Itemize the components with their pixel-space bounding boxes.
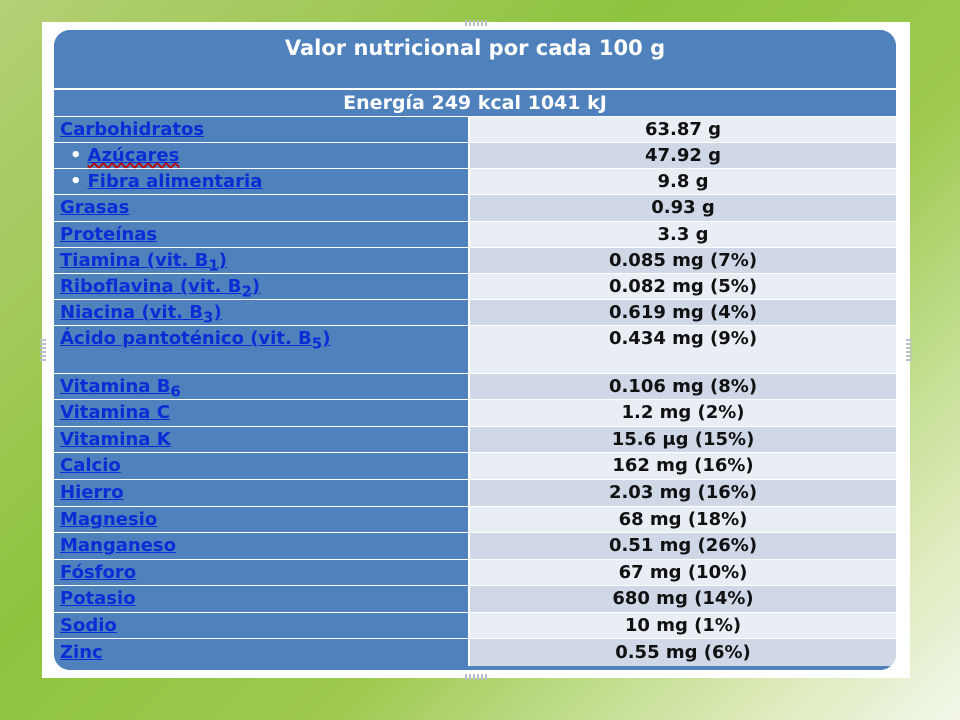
table-row: Potasio 680 mg (14%)	[54, 585, 896, 612]
bullet-icon: •	[70, 145, 82, 166]
nutrient-link-grasas[interactable]: Grasas	[54, 195, 470, 221]
table-bottom-border	[54, 666, 896, 670]
table-row: Vitamina C 1.2 mg (2%)	[54, 399, 896, 426]
nutrient-link-azucares[interactable]: • Azúcares	[54, 143, 470, 168]
nutrient-value: 47.92 g	[470, 143, 896, 168]
nutrition-table: Valor nutricional por cada 100 g Energía…	[54, 30, 896, 670]
nutrient-link-tiamina[interactable]: Tiamina (vit. B1)	[54, 248, 470, 275]
nutrient-link-potasio[interactable]: Potasio	[54, 586, 470, 612]
table-row: Proteínas 3.3 g	[54, 221, 896, 247]
table-row: Riboflavina (vit. B2) 0.082 mg (5%)	[54, 273, 896, 301]
resize-handle-right[interactable]	[906, 339, 912, 361]
slide-frame: Valor nutricional por cada 100 g Energía…	[40, 20, 912, 680]
nutrient-value: 0.55 mg (6%)	[470, 639, 896, 666]
nutrient-value: 10 mg (1%)	[470, 613, 896, 638]
nutrient-link-sodio[interactable]: Sodio	[54, 613, 470, 638]
nutrient-link-fosforo[interactable]: Fósforo	[54, 560, 470, 585]
table-row: Vitamina K 15.6 μg (15%)	[54, 426, 896, 452]
nutrient-value: 67 mg (10%)	[470, 560, 896, 585]
nutrient-value: 63.87 g	[470, 117, 896, 142]
nutrient-link-magnesio[interactable]: Magnesio	[54, 507, 470, 532]
nutrient-link-riboflavina[interactable]: Riboflavina (vit. B2)	[54, 274, 470, 301]
nutrient-link-hierro[interactable]: Hierro	[54, 480, 470, 506]
nutrient-value: 68 mg (18%)	[470, 507, 896, 532]
nutrient-value: 1.2 mg (2%)	[470, 400, 896, 426]
nutrient-value: 15.6 μg (15%)	[470, 427, 896, 452]
table-row: Sodio 10 mg (1%)	[54, 612, 896, 638]
table-row: Ácido pantoténico (vit. B5) 0.434 mg (9%…	[54, 325, 896, 373]
table-row: Magnesio 68 mg (18%)	[54, 506, 896, 532]
nutrient-value: 162 mg (16%)	[470, 453, 896, 479]
nutrient-value: 0.085 mg (7%)	[470, 248, 896, 273]
nutrient-link-fibra[interactable]: • Fibra alimentaria	[54, 169, 470, 194]
table-row: Grasas 0.93 g	[54, 194, 896, 221]
table-row: Hierro 2.03 mg (16%)	[54, 479, 896, 506]
table-row: Niacina (vit. B3) 0.619 mg (4%)	[54, 299, 896, 327]
table-row: Zinc 0.55 mg (6%)	[54, 638, 896, 666]
table-row: Tiamina (vit. B1) 0.085 mg (7%)	[54, 247, 896, 275]
nutrient-value: 680 mg (14%)	[470, 586, 896, 612]
nutrient-link-zinc[interactable]: Zinc	[54, 639, 470, 666]
resize-handle-bottom[interactable]	[465, 674, 487, 680]
table-row: Carbohidratos 63.87 g	[54, 116, 896, 142]
nutrient-value: 0.434 mg (9%)	[470, 326, 896, 373]
table-row: • Azúcares 47.92 g	[54, 142, 896, 168]
table-row: • Fibra alimentaria 9.8 g	[54, 168, 896, 194]
table-row: Manganeso 0.51 mg (26%)	[54, 532, 896, 559]
nutrient-link-acido-pantotenico[interactable]: Ácido pantoténico (vit. B5)	[54, 326, 470, 373]
energy-row: Energía 249 kcal 1041 kJ	[54, 88, 896, 116]
nutrient-link-manganeso[interactable]: Manganeso	[54, 533, 470, 559]
table-title: Valor nutricional por cada 100 g	[54, 30, 896, 88]
nutrient-value: 0.106 mg (8%)	[470, 374, 896, 399]
resize-handle-left[interactable]	[40, 339, 46, 361]
table-row: Calcio 162 mg (16%)	[54, 452, 896, 479]
nutrient-value: 0.619 mg (4%)	[470, 300, 896, 325]
nutrient-value: 0.93 g	[470, 195, 896, 221]
nutrient-link-vitamina-c[interactable]: Vitamina C	[54, 400, 470, 426]
nutrient-value: 9.8 g	[470, 169, 896, 194]
nutrient-link-vitamina-b6[interactable]: Vitamina B6	[54, 374, 470, 401]
nutrient-value: 3.3 g	[470, 222, 896, 247]
table-row: Fósforo 67 mg (10%)	[54, 559, 896, 585]
nutrient-link-niacina[interactable]: Niacina (vit. B3)	[54, 300, 470, 327]
nutrient-value: 2.03 mg (16%)	[470, 480, 896, 506]
nutrient-link-proteinas[interactable]: Proteínas	[54, 222, 470, 247]
table-row: Vitamina B6 0.106 mg (8%)	[54, 373, 896, 401]
nutrient-value: 0.51 mg (26%)	[470, 533, 896, 559]
nutrient-link-carbohidratos[interactable]: Carbohidratos	[54, 117, 470, 142]
bullet-icon: •	[70, 171, 82, 192]
nutrient-link-calcio[interactable]: Calcio	[54, 453, 470, 479]
nutrient-link-vitamina-k[interactable]: Vitamina K	[54, 427, 470, 452]
nutrient-value: 0.082 mg (5%)	[470, 274, 896, 299]
resize-handle-top[interactable]	[465, 20, 487, 26]
